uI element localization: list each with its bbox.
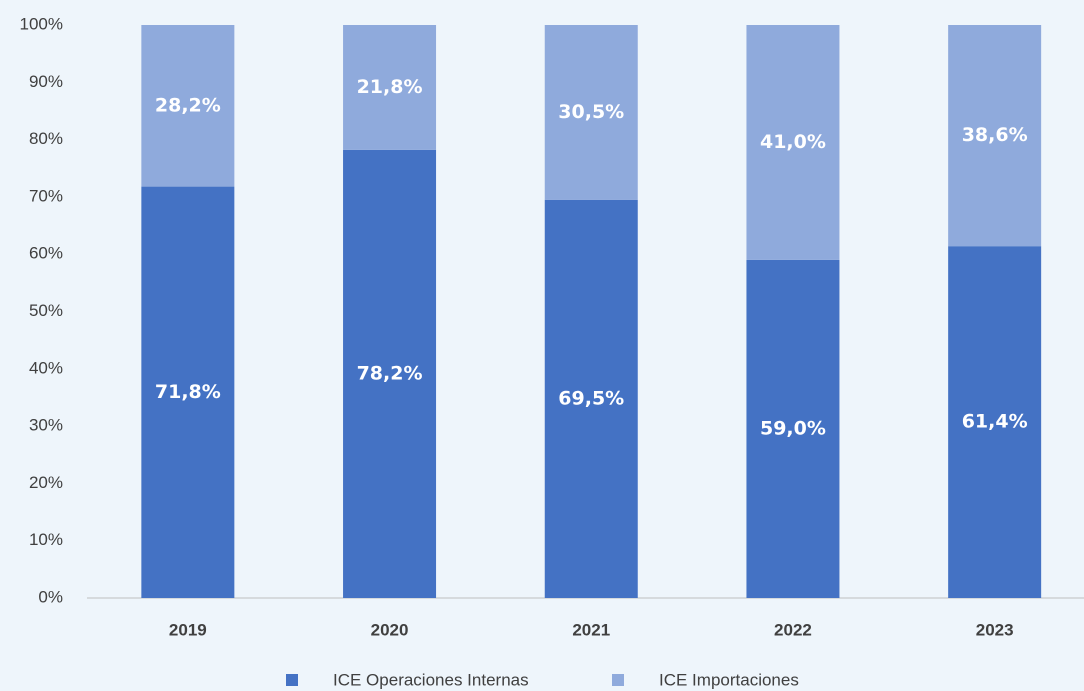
bar-segment xyxy=(948,25,1042,247)
data-label: 30,5% xyxy=(558,101,624,123)
y-tick-label: 80% xyxy=(29,129,63,148)
x-tick-label: 2019 xyxy=(169,620,207,639)
data-label: 28,2% xyxy=(155,94,221,116)
y-tick-label: 70% xyxy=(29,186,63,205)
y-tick-label: 10% xyxy=(29,530,63,549)
legend-swatch xyxy=(612,674,624,686)
bar-segment xyxy=(343,25,437,150)
x-tick-label: 2022 xyxy=(774,620,812,639)
bar-segment xyxy=(544,199,638,598)
x-tick-label: 2020 xyxy=(371,620,409,639)
data-label: 61,4% xyxy=(962,411,1028,433)
x-tick-label: 2021 xyxy=(572,620,610,639)
legend-label: ICE Operaciones Internas xyxy=(333,670,529,689)
bar-segment xyxy=(746,259,840,598)
data-label: 78,2% xyxy=(357,362,423,384)
y-tick-label: 60% xyxy=(29,244,63,263)
y-tick-label: 30% xyxy=(29,416,63,435)
data-label: 69,5% xyxy=(558,387,624,409)
data-label: 71,8% xyxy=(155,381,221,403)
bar-segment xyxy=(343,149,437,598)
x-tick-label: 2023 xyxy=(976,620,1014,639)
bar-segment xyxy=(141,25,235,187)
data-label: 41,0% xyxy=(760,131,826,153)
data-label: 59,0% xyxy=(760,417,826,439)
y-tick-label: 40% xyxy=(29,358,63,377)
y-tick-label: 20% xyxy=(29,473,63,492)
bar-segment xyxy=(544,25,638,200)
y-tick-label: 50% xyxy=(29,301,63,320)
y-tick-label: 100% xyxy=(20,14,63,33)
bar-segment xyxy=(141,186,235,598)
data-label: 21,8% xyxy=(357,76,423,98)
legend-swatch xyxy=(286,674,298,686)
bar-segment xyxy=(948,246,1042,599)
y-tick-label: 0% xyxy=(38,587,63,606)
legend-label: ICE Importaciones xyxy=(659,670,799,689)
bar-segment xyxy=(746,25,840,260)
data-label: 38,6% xyxy=(962,124,1028,146)
y-tick-label: 90% xyxy=(29,72,63,91)
